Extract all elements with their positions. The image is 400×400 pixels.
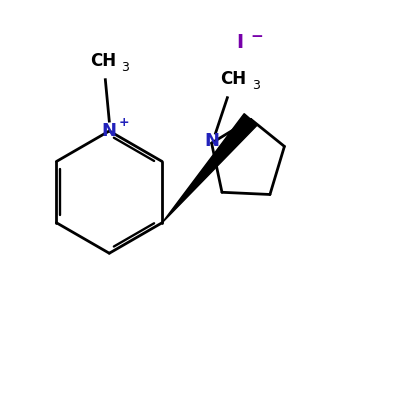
Text: 3: 3 [252,79,260,92]
Text: N: N [102,122,117,140]
Text: 3: 3 [121,61,129,74]
Text: CH: CH [90,52,116,70]
Text: −: − [251,29,264,44]
Text: +: + [118,116,129,129]
Text: CH: CH [220,70,246,88]
Polygon shape [162,114,257,223]
Text: I: I [236,33,243,52]
Text: N: N [204,132,219,150]
